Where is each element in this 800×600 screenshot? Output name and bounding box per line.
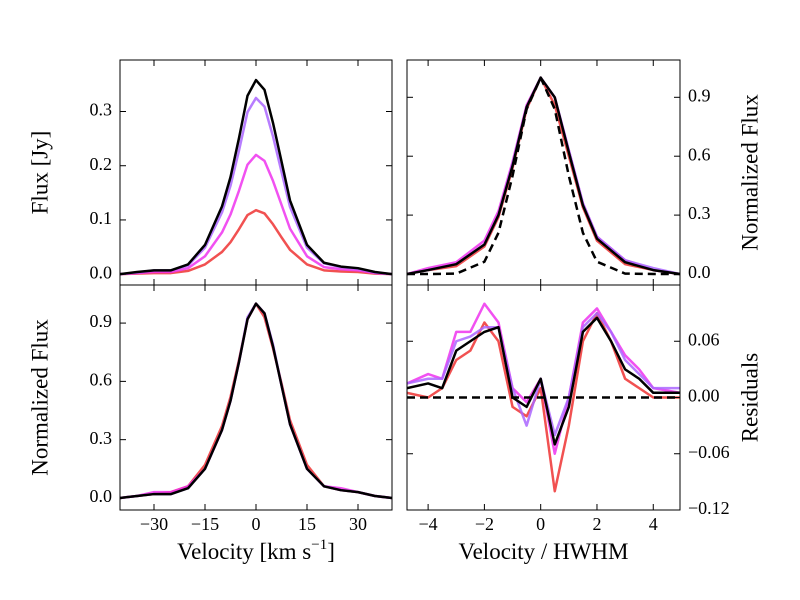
y-tick-label: 0.9 (688, 85, 711, 105)
y-tick-label: 0.3 (90, 428, 113, 448)
y-axis-label: Flux [Jy] (27, 131, 52, 215)
x-tick-label: 0 (252, 514, 261, 534)
y-tick-label: −0.12 (688, 498, 730, 518)
x-tick-label: 30 (349, 514, 367, 534)
line (407, 76, 680, 276)
panel (120, 302, 392, 500)
line (407, 76, 680, 276)
line (407, 76, 680, 276)
line (407, 316, 680, 446)
frame (119, 59, 393, 286)
x-tick-label: 4 (649, 514, 658, 534)
y-tick-label: 0.6 (688, 144, 711, 164)
y-tick-label: 0.00 (688, 386, 720, 406)
frame (406, 59, 681, 286)
y-tick-label: −0.06 (688, 442, 730, 462)
x-axis-label-part: ] (327, 539, 335, 564)
y-tick-label: 0.2 (90, 154, 113, 174)
x-tick-label: 15 (298, 514, 316, 534)
line (120, 96, 392, 276)
panel (407, 302, 680, 493)
y-tick-label: 0.0 (90, 486, 113, 506)
x-tick-label: 2 (592, 514, 601, 534)
y-tick-label: 0.3 (90, 100, 113, 120)
x-tick-label: −15 (191, 514, 219, 534)
panel (120, 78, 392, 276)
x-axis-label: Velocity [km s−1] (177, 537, 335, 564)
x-axis-label: Velocity / HWHM (459, 539, 629, 564)
y-tick-label: 0.1 (90, 208, 113, 228)
x-axis-label-part: Velocity [km s (177, 539, 311, 564)
line (120, 153, 392, 276)
line (120, 208, 392, 276)
x-tick-label: −2 (475, 514, 494, 534)
line (120, 302, 392, 500)
line (407, 76, 680, 276)
frame (406, 284, 681, 511)
line (407, 311, 680, 493)
y-tick-label: 0.06 (688, 329, 720, 349)
y-axis-label: Normalized Flux (737, 94, 762, 251)
y-axis-label: Residuals (737, 353, 762, 442)
frame (119, 284, 393, 511)
line (120, 302, 392, 500)
y-tick-label: 0.3 (688, 203, 711, 223)
line (407, 76, 680, 276)
panel (407, 76, 680, 276)
x-axis-label-part: −1 (311, 537, 327, 553)
x-tick-label: −4 (419, 514, 438, 534)
y-tick-label: 0.6 (90, 369, 113, 389)
x-tick-label: 0 (536, 514, 545, 534)
x-tick-label: −30 (140, 514, 168, 534)
y-tick-label: 0.0 (688, 262, 711, 282)
y-tick-label: 0.0 (90, 262, 113, 282)
x-axis-label-part: Velocity / HWHM (459, 539, 629, 564)
line (120, 302, 392, 500)
y-axis-label: Normalized Flux (27, 319, 52, 476)
y-tick-label: 0.9 (90, 311, 113, 331)
line (120, 78, 392, 276)
line (120, 302, 392, 500)
